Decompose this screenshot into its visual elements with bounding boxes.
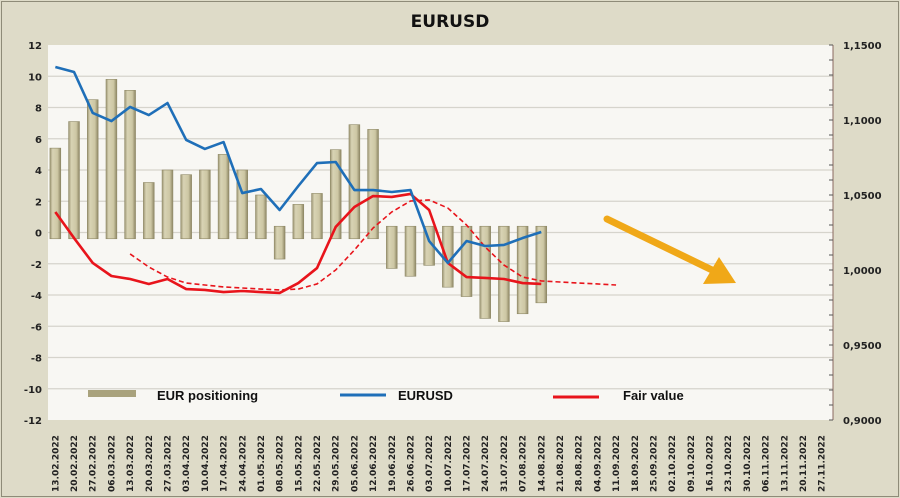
right-axis-tick-label: 0,9500 (843, 341, 882, 352)
left-axis-tick-label: -6 (31, 322, 42, 333)
x-axis-tick-label: 08.05.2022 (276, 435, 286, 492)
legend-label-eur-positioning: EUR positioning (157, 388, 258, 403)
bar-eur-positioning (68, 121, 80, 240)
x-axis-tick-label: 25.09.2022 (649, 435, 659, 492)
right-axis-tick-label: 1,0500 (843, 191, 882, 202)
left-axis-tick-label: -4 (31, 291, 42, 302)
x-axis-tick-label: 15.05.2022 (294, 435, 304, 492)
bar-eur-positioning (404, 225, 417, 277)
right-axis-tick-label: 0,9000 (843, 416, 882, 427)
line-eurusd (55, 65, 542, 265)
x-axis-tick-label: 13.03.2022 (126, 435, 136, 492)
x-axis-tick-label: 16.10.2022 (706, 435, 716, 492)
x-axis-tick-label: 12.06.2022 (369, 435, 379, 492)
bar-eur-positioning (124, 90, 136, 240)
line-fair-value (54, 192, 542, 295)
legend-swatch-eur-positioning (88, 390, 136, 397)
bar-eur-positioning (386, 225, 398, 269)
chart-title: EURUSD (411, 12, 490, 32)
bar-eur-positioning (180, 174, 192, 240)
x-axis-tick-label: 28.08.2022 (575, 435, 585, 492)
bar-eur-positioning (292, 204, 305, 240)
left-axis-tick-label: 2 (35, 197, 42, 208)
x-axis-tick-label: 21.08.2022 (556, 435, 566, 492)
bar-eur-positioning (329, 149, 342, 240)
left-axis-tick-label: 12 (28, 41, 42, 52)
x-axis-tick-label: 06.11.2022 (762, 435, 772, 492)
x-axis-tick-label: 17.04.2022 (220, 435, 230, 492)
left-axis-tick-label: 8 (35, 104, 42, 115)
bar-eur-positioning (479, 225, 491, 319)
legend-label-eurusd: EURUSD (398, 388, 453, 403)
x-axis-tick-label: 20.03.2022 (145, 435, 155, 492)
x-axis-tick-label: 14.08.2022 (537, 435, 547, 492)
x-axis-tick-label: 01.05.2022 (257, 435, 267, 492)
x-axis-tick-label: 27.02.2022 (89, 435, 99, 492)
legend-label-fair-value: Fair value (623, 388, 684, 403)
bar-eur-positioning (217, 154, 230, 240)
bar-eur-positioning (161, 169, 174, 240)
x-axis-tick-label: 19.06.2022 (388, 435, 398, 492)
bar-eur-positioning (348, 124, 361, 240)
left-axis-tick-label: -12 (24, 416, 42, 427)
x-axis-tick-label: 22.05.2022 (313, 435, 323, 492)
bar-eur-positioning (367, 129, 379, 240)
x-axis-tick-label: 20.02.2022 (70, 435, 80, 492)
x-axis-tick-label: 24.07.2022 (481, 435, 491, 492)
x-axis-tick-label: 07.08.2022 (519, 435, 529, 492)
bar-eur-positioning (255, 194, 267, 240)
x-axis-tick-label: 10.04.2022 (201, 435, 211, 492)
x-axis-tick-label: 31.07.2022 (500, 435, 510, 492)
x-axis-tick-label: 26.06.2022 (406, 435, 416, 492)
x-axis-tick-label: 09.10.2022 (687, 435, 697, 492)
right-axis-tick-label: 1,1000 (843, 116, 882, 127)
x-axis-tick-label: 05.06.2022 (350, 435, 360, 492)
bar-eur-positioning (105, 79, 118, 240)
bar-eur-positioning (236, 169, 248, 240)
x-axis-tick-label: 03.04.2022 (182, 435, 192, 492)
x-axis-tick-label: 13.11.2022 (780, 435, 790, 492)
x-axis-tick-label: 13.02.2022 (51, 435, 61, 492)
x-axis-tick-label: 06.03.2022 (107, 435, 117, 492)
bar-eur-positioning (273, 225, 286, 260)
left-axis-tick-label: -10 (24, 385, 42, 396)
bar-eur-positioning (516, 225, 529, 315)
x-axis-tick-label: 03.07.2022 (425, 435, 435, 492)
bar-eur-positioning (460, 225, 473, 297)
x-axis-tick-label: 24.04.2022 (238, 435, 248, 492)
bar-eur-positioning (87, 99, 99, 240)
x-axis-tick-label: 27.03.2022 (163, 435, 173, 492)
x-axis-tick-label: 17.07.2022 (463, 435, 473, 492)
x-axis-tick-label: 29.05.2022 (332, 435, 342, 492)
left-axis-tick-label: -8 (31, 354, 42, 365)
left-axis-tick-label: 6 (35, 135, 42, 146)
bar-eur-positioning (199, 169, 211, 240)
bar-eur-positioning (498, 225, 510, 322)
x-axis-tick-label: 10.07.2022 (444, 435, 454, 492)
line-fair-value-trend (129, 199, 617, 291)
trend-arrow-head-icon (703, 257, 736, 284)
x-axis-tick-label: 11.09.2022 (612, 435, 622, 492)
legend: EUR positioning EURUSD Fair value (88, 388, 684, 403)
x-axis-tick-label: 18.09.2022 (631, 435, 641, 492)
left-axis-tick-label: 0 (35, 229, 42, 240)
x-axis-tick-label: 02.10.2022 (668, 435, 678, 492)
left-axis-tick-label: -2 (31, 260, 42, 271)
bar-eur-positioning (49, 147, 62, 240)
x-axis-tick-label: 23.10.2022 (724, 435, 734, 492)
bar-eur-positioning (311, 193, 323, 240)
x-axis-tick-label: 04.09.2022 (593, 435, 603, 492)
left-axis-tick-label: 4 (35, 166, 42, 177)
left-axis-tick-label: 10 (28, 72, 42, 83)
right-axis-tick-label: 1,0000 (843, 266, 882, 277)
bar-eur-positioning (535, 225, 548, 304)
x-axis-tick-label: 27.11.2022 (818, 435, 828, 492)
x-axis-tick-label: 30.10.2022 (743, 435, 753, 492)
x-axis-tick-label: 20.11.2022 (799, 435, 809, 492)
bar-eur-positioning (143, 182, 155, 240)
trend-arrow-shaft (603, 215, 716, 274)
right-axis-tick-label: 1,1500 (843, 41, 882, 52)
